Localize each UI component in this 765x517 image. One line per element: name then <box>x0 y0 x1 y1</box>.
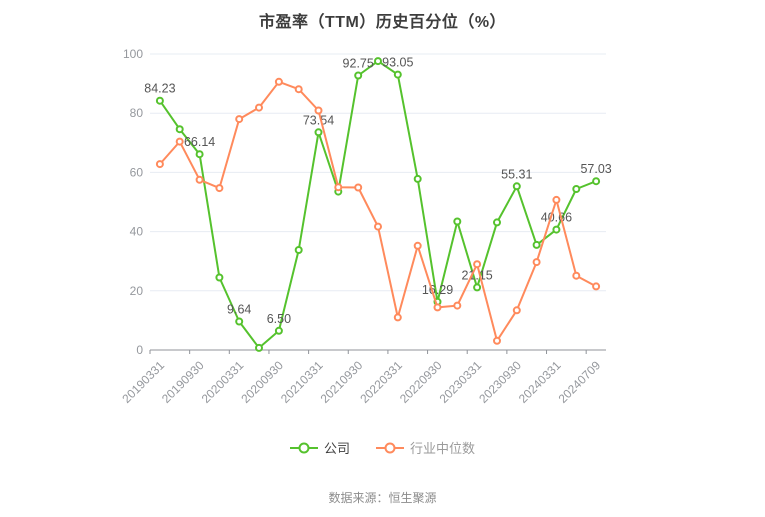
industry-data-point <box>453 301 462 310</box>
company-data-point <box>314 128 323 137</box>
industry-data-point <box>195 175 204 184</box>
x-axis-label: 20240331 <box>516 358 564 406</box>
company-data-point <box>195 150 204 159</box>
company-point-label: 16.29 <box>422 283 453 297</box>
company-data-point <box>175 125 184 134</box>
industry-data-point <box>493 336 501 345</box>
company-legend-marker-icon <box>289 442 318 453</box>
company-data-point <box>493 218 501 227</box>
industry-data-point <box>314 106 323 115</box>
industry-data-point <box>592 282 601 291</box>
industry-data-point <box>572 271 581 280</box>
x-axis-label: 20230331 <box>437 358 485 406</box>
company-point-label: 40.66 <box>541 211 572 225</box>
x-axis-label: 20210331 <box>278 358 326 406</box>
company-data-point <box>354 71 363 80</box>
x-axis-label: 20190331 <box>119 358 167 406</box>
company-data-point <box>155 96 164 105</box>
industry-series-line <box>159 80 597 342</box>
company-point-label: 9.64 <box>227 303 251 317</box>
industry-data-point <box>294 85 303 94</box>
company-data-point <box>512 182 521 191</box>
company-data-point <box>413 174 422 183</box>
y-axis-label: 60 <box>130 165 144 179</box>
company-point-label: 21.15 <box>461 268 492 282</box>
industry-data-point <box>334 183 343 192</box>
industry-data-point <box>215 184 224 193</box>
industry-data-point <box>433 303 442 312</box>
x-axis-label: 20210930 <box>318 358 366 406</box>
company-point-label: 55.31 <box>501 167 532 181</box>
company-data-point <box>215 273 224 282</box>
legend-label-industry: 行业中位数 <box>410 441 476 456</box>
y-axis-label: 100 <box>123 47 143 61</box>
industry-data-point <box>235 115 244 124</box>
industry-data-point <box>512 306 521 315</box>
company-data-point <box>473 283 482 292</box>
company-point-label: 6.50 <box>267 312 291 326</box>
company-data-point <box>294 246 303 254</box>
chart-legend: 公司 行业中位数 <box>0 438 765 457</box>
industry-data-point <box>413 241 422 250</box>
x-axis-label: 20240709 <box>556 358 604 406</box>
legend-item-industry[interactable]: 行业中位数 <box>376 438 475 457</box>
industry-data-point <box>274 77 283 86</box>
x-axis-label: 20230930 <box>476 358 524 406</box>
x-axis-label: 20220331 <box>357 358 405 406</box>
data-source-caption: 数据来源：恒生聚源 <box>328 491 437 505</box>
industry-data-point <box>473 260 482 269</box>
y-axis-label: 0 <box>136 343 143 357</box>
chart-title: 市盈率（TTM）历史百分位（%） <box>258 14 507 31</box>
industry-data-point <box>255 103 263 112</box>
company-data-point <box>592 177 601 186</box>
x-axis-label: 20190930 <box>159 358 207 406</box>
x-axis-label: 20200331 <box>199 358 247 406</box>
industry-data-point <box>354 183 363 192</box>
company-data-point <box>374 57 382 66</box>
company-point-label: 73.54 <box>303 113 334 127</box>
company-data-point <box>393 70 402 79</box>
company-point-label: 57.03 <box>580 162 611 176</box>
line-chart: 0 20 40 60 80 100 2019033120190930202003312020… <box>119 47 611 406</box>
y-axis-label: 40 <box>130 225 144 239</box>
company-data-point <box>552 225 561 234</box>
company-data-point <box>532 240 541 249</box>
company-point-label: 92.75 <box>343 57 374 71</box>
company-data-point <box>274 326 283 335</box>
y-axis-label: 20 <box>130 284 144 298</box>
industry-data-point <box>374 222 382 231</box>
x-axis-label: 20220930 <box>397 358 445 406</box>
company-data-point <box>572 185 581 193</box>
industry-data-point <box>532 258 541 267</box>
industry-legend-marker-icon <box>376 442 404 453</box>
legend-label-company: 公司 <box>323 441 350 456</box>
y-axis-label: 80 <box>130 106 144 120</box>
industry-data-point <box>393 313 402 322</box>
industry-data-point <box>155 160 164 169</box>
company-data-point <box>235 317 244 326</box>
industry-data-point <box>552 195 561 204</box>
company-data-point <box>255 343 263 352</box>
company-point-label: 66.14 <box>184 135 215 149</box>
industry-data-point <box>175 137 184 146</box>
x-axis-label: 20200930 <box>238 358 286 406</box>
legend-item-company[interactable]: 公司 <box>289 438 350 457</box>
company-series-line <box>159 60 597 349</box>
company-point-label: 84.23 <box>144 82 175 96</box>
company-point-label: 93.05 <box>382 56 413 70</box>
company-data-point <box>453 217 462 226</box>
